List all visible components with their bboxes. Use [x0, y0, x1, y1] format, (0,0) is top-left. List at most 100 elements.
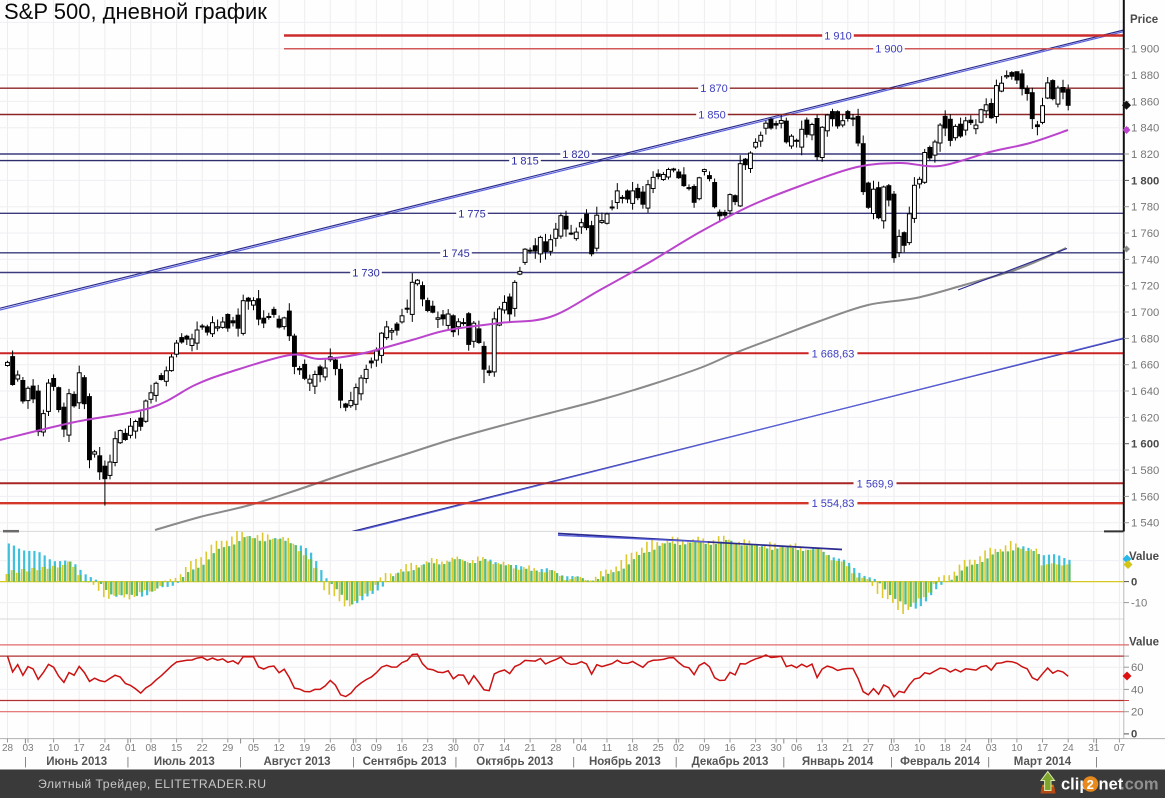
svg-text:22: 22	[197, 743, 209, 754]
svg-text:1 780: 1 780	[1131, 202, 1159, 214]
svg-text:10: 10	[914, 743, 926, 754]
svg-text:|: |	[24, 756, 27, 768]
svg-text:01: 01	[125, 743, 137, 754]
svg-text:1 820: 1 820	[562, 149, 590, 161]
svg-text:S&P 500, дневной график: S&P 500, дневной график	[4, 0, 267, 24]
svg-text:40: 40	[1131, 684, 1144, 696]
svg-text:1 840: 1 840	[1131, 123, 1159, 135]
svg-text:|: |	[572, 756, 575, 768]
svg-text:0: 0	[1131, 577, 1137, 589]
svg-text:15: 15	[171, 743, 183, 754]
svg-text:|: |	[126, 756, 129, 768]
svg-text:60: 60	[1131, 662, 1144, 674]
svg-text:1 720: 1 720	[1131, 281, 1159, 293]
svg-text:1 540: 1 540	[1131, 518, 1159, 530]
svg-text:24: 24	[99, 743, 111, 754]
svg-text:03: 03	[986, 743, 998, 754]
svg-text:14: 14	[499, 743, 511, 754]
svg-text:03: 03	[888, 743, 900, 754]
svg-text:31: 31	[1088, 743, 1100, 754]
svg-text:28: 28	[2, 743, 14, 754]
svg-text:1 910: 1 910	[824, 31, 852, 43]
svg-text:23: 23	[422, 743, 434, 754]
svg-text:12: 12	[274, 743, 286, 754]
svg-text:0: 0	[1131, 728, 1137, 740]
svg-text:clip: clip	[1061, 776, 1089, 794]
svg-text:03: 03	[350, 743, 362, 754]
svg-text:29: 29	[222, 743, 234, 754]
svg-text:1 745: 1 745	[442, 248, 470, 260]
svg-text:Сентябрь 2013: Сентябрь 2013	[363, 756, 447, 768]
svg-text:24: 24	[960, 743, 972, 754]
svg-text:1 700: 1 700	[1131, 307, 1159, 319]
svg-text:02: 02	[673, 743, 685, 754]
svg-text:1 775: 1 775	[458, 208, 486, 220]
svg-text:23: 23	[750, 743, 762, 754]
svg-text:Элитный Трейдер, ELITETRADER.R: Элитный Трейдер, ELITETRADER.RU	[38, 777, 267, 791]
svg-text:Price: Price	[1130, 14, 1158, 26]
svg-text:20: 20	[1131, 707, 1144, 719]
svg-text:|: |	[890, 756, 893, 768]
svg-text:1 815: 1 815	[511, 156, 539, 168]
svg-text:-10: -10	[1131, 598, 1147, 610]
svg-text:1 880: 1 880	[1131, 70, 1159, 82]
svg-text:1 740: 1 740	[1131, 254, 1159, 266]
svg-text:.com: .com	[1120, 776, 1159, 794]
svg-text:|: |	[454, 756, 457, 768]
svg-text:1 668,63: 1 668,63	[812, 348, 855, 360]
svg-text:1 850: 1 850	[698, 110, 726, 122]
svg-text:30: 30	[771, 743, 783, 754]
svg-text:27: 27	[863, 743, 875, 754]
svg-text:1 680: 1 680	[1131, 333, 1159, 345]
svg-text:1 554,83: 1 554,83	[812, 498, 855, 510]
svg-text:Июнь 2013: Июнь 2013	[46, 756, 107, 768]
svg-text:09: 09	[699, 743, 711, 754]
svg-text:1 580: 1 580	[1131, 465, 1159, 477]
svg-text:21: 21	[525, 743, 537, 754]
svg-text:19: 19	[299, 743, 311, 754]
svg-text:13: 13	[817, 743, 829, 754]
svg-text:18: 18	[940, 743, 952, 754]
svg-text:06: 06	[791, 743, 803, 754]
svg-text:Июль 2013: Июль 2013	[154, 756, 215, 768]
svg-text:04: 04	[576, 743, 588, 754]
svg-text:17: 17	[1037, 743, 1049, 754]
svg-text:16: 16	[724, 743, 736, 754]
svg-text:21: 21	[842, 743, 854, 754]
svg-text:Декабрь 2013: Декабрь 2013	[692, 756, 769, 768]
svg-text:05: 05	[248, 743, 260, 754]
svg-text:1 620: 1 620	[1131, 412, 1159, 424]
svg-text:1 660: 1 660	[1131, 360, 1159, 372]
svg-text:17: 17	[74, 743, 86, 754]
svg-text:Февраль 2014: Февраль 2014	[900, 756, 980, 768]
svg-text:1 600: 1 600	[1131, 439, 1159, 451]
svg-text:24: 24	[1063, 743, 1075, 754]
svg-text:1 730: 1 730	[352, 268, 380, 280]
svg-text:10: 10	[48, 743, 60, 754]
svg-text:07: 07	[473, 743, 485, 754]
svg-text:1 900: 1 900	[1131, 44, 1159, 56]
svg-text:18: 18	[627, 743, 639, 754]
svg-text:|: |	[782, 756, 785, 768]
svg-text:Март 2014: Март 2014	[1014, 756, 1072, 768]
svg-text:1 870: 1 870	[700, 83, 728, 95]
svg-text:1 560: 1 560	[1131, 491, 1159, 503]
svg-text:10: 10	[1011, 743, 1023, 754]
svg-text:08: 08	[145, 743, 157, 754]
svg-text:09: 09	[371, 743, 383, 754]
svg-text:1 820: 1 820	[1131, 149, 1159, 161]
svg-text:|: |	[675, 756, 678, 768]
svg-text:Ноябрь 2013: Ноябрь 2013	[589, 756, 661, 768]
svg-text:30: 30	[448, 743, 460, 754]
svg-text:net: net	[1099, 776, 1124, 794]
svg-text:07: 07	[1114, 743, 1126, 754]
svg-text:11: 11	[602, 743, 613, 754]
svg-text:1 860: 1 860	[1131, 96, 1159, 108]
svg-text:03: 03	[22, 743, 34, 754]
svg-text:Value: Value	[1129, 551, 1159, 563]
svg-text:|: |	[352, 756, 355, 768]
svg-text:1 640: 1 640	[1131, 386, 1159, 398]
svg-text:1 900: 1 900	[875, 44, 903, 56]
svg-text:25: 25	[653, 743, 665, 754]
svg-text:Value: Value	[1129, 637, 1159, 649]
